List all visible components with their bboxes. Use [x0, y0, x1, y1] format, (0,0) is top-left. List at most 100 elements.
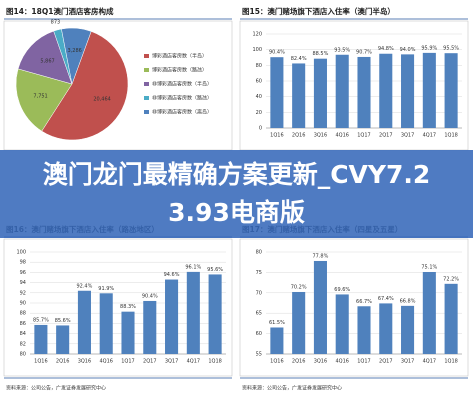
legend-label: 非博彩酒店客房数（离岛）: [152, 109, 212, 116]
y-tick-label: 65: [256, 311, 262, 317]
value-label: 75.1%: [421, 264, 437, 270]
bar: [99, 293, 113, 354]
bar: [335, 294, 349, 354]
y-tick-label: 80: [256, 250, 262, 256]
bar: [292, 63, 306, 128]
value-label: 61.5%: [269, 320, 285, 326]
x-tick-label: 2Q16: [292, 133, 305, 139]
bar: [401, 54, 415, 128]
value-label: 88.5%: [312, 51, 328, 57]
value-label: 90.7%: [356, 49, 372, 55]
x-tick-label: 3Q16: [314, 359, 327, 365]
value-label: 85.7%: [33, 317, 49, 323]
bar: [121, 311, 135, 354]
y-tick-label: 20: [256, 110, 262, 116]
value-label: 90.4%: [142, 293, 158, 299]
bar: [77, 290, 91, 354]
x-tick-label: 2Q17: [379, 133, 392, 139]
y-tick-label: 100: [252, 47, 262, 53]
bar: [270, 57, 284, 128]
y-tick-label: 84: [20, 331, 26, 337]
value-label: 90.4%: [269, 50, 285, 56]
value-label: 67.4%: [378, 296, 394, 302]
x-tick-label: 4Q17: [423, 359, 436, 365]
legend-swatch: [144, 68, 149, 72]
x-tick-label: 2Q16: [292, 359, 305, 365]
legend-swatch: [144, 82, 149, 86]
bar: [335, 54, 349, 129]
y-tick-label: 80: [20, 352, 26, 358]
x-tick-label: 1Q16: [270, 359, 283, 365]
bar: [313, 58, 327, 128]
y-tick-label: 60: [256, 79, 262, 85]
bar: [56, 325, 70, 354]
bar: [186, 271, 200, 354]
value-label: 66.8%: [400, 298, 416, 304]
bar: [444, 53, 458, 128]
panel-frame: [3, 238, 233, 377]
x-tick-label: 2Q16: [56, 359, 69, 365]
x-tick-label: 3Q17: [401, 359, 414, 365]
panel-frame: [239, 238, 469, 377]
legend-label: 非博彩酒店客房数（半岛）: [152, 81, 212, 88]
y-tick-label: 0: [259, 126, 262, 132]
bar: [422, 271, 436, 354]
source: 资料来源：公司公告，广发证券发展研究中心: [6, 385, 106, 392]
bar: [401, 305, 415, 354]
source: 资料来源：公司公告，广发证券发展研究中心: [242, 385, 342, 392]
legend-label: 博彩酒店客房数（半岛）: [152, 53, 207, 60]
y-tick-label: 40: [256, 94, 262, 100]
bar: [444, 283, 458, 354]
bar: [357, 56, 371, 128]
x-tick-label: 3Q17: [165, 359, 178, 365]
value-label: 91.9%: [98, 286, 114, 292]
value-label: 94.8%: [378, 46, 394, 52]
x-tick-label: 4Q17: [187, 359, 200, 365]
value-label: 95.6%: [207, 267, 223, 273]
bar: [313, 260, 327, 354]
bar: [379, 303, 393, 354]
value-label: 77.8%: [312, 253, 328, 259]
y-tick-label: 60: [256, 331, 262, 337]
bar: [379, 53, 393, 128]
bar: [34, 324, 48, 354]
y-tick-label: 120: [252, 32, 262, 38]
value-label: 72.2%: [443, 276, 459, 282]
chart-title: 图14：18Q1澳门酒店客房构成: [6, 6, 114, 16]
bar: [143, 300, 157, 354]
value-label: 94.6%: [164, 272, 180, 278]
legend-swatch: [144, 54, 149, 58]
x-tick-label: 4Q17: [423, 133, 436, 139]
bar: [292, 291, 306, 354]
pie-slice: [15, 68, 73, 132]
bar: [422, 52, 436, 128]
legend-label: 非博彩酒店客房数（路氹）: [152, 95, 212, 102]
x-tick-label: 1Q18: [444, 359, 457, 365]
value-label: 70.2%: [291, 284, 307, 290]
y-tick-label: 75: [256, 270, 262, 276]
y-tick-label: 98: [20, 260, 26, 266]
x-tick-label: 1Q16: [34, 359, 47, 365]
x-tick-label: 3Q16: [314, 133, 327, 139]
x-tick-label: 1Q17: [357, 359, 370, 365]
y-tick-label: 80: [256, 63, 262, 69]
x-tick-label: 2Q17: [143, 359, 156, 365]
y-tick-label: 90: [20, 301, 26, 307]
x-tick-label: 4Q16: [335, 359, 348, 365]
value-label: 95.9%: [421, 45, 437, 51]
banner: 澳门龙门最精确方案更新_CVY7.23.93电商版: [0, 150, 473, 238]
x-tick-label: 1Q17: [357, 133, 370, 139]
chart-title: 图15：澳门赌场旗下酒店入住率（澳门半岛）: [242, 6, 395, 16]
value-label: 66.7%: [356, 299, 372, 305]
pie-slice: [61, 27, 92, 85]
y-tick-label: 55: [256, 352, 262, 358]
value-label: 88.3%: [120, 304, 136, 310]
y-tick-label: 100: [16, 250, 26, 256]
y-tick-label: 82: [20, 341, 26, 347]
pie-slice: [41, 31, 129, 141]
y-tick-label: 96: [20, 270, 26, 276]
y-tick-label: 92: [20, 290, 26, 296]
x-tick-label: 1Q18: [208, 359, 221, 365]
